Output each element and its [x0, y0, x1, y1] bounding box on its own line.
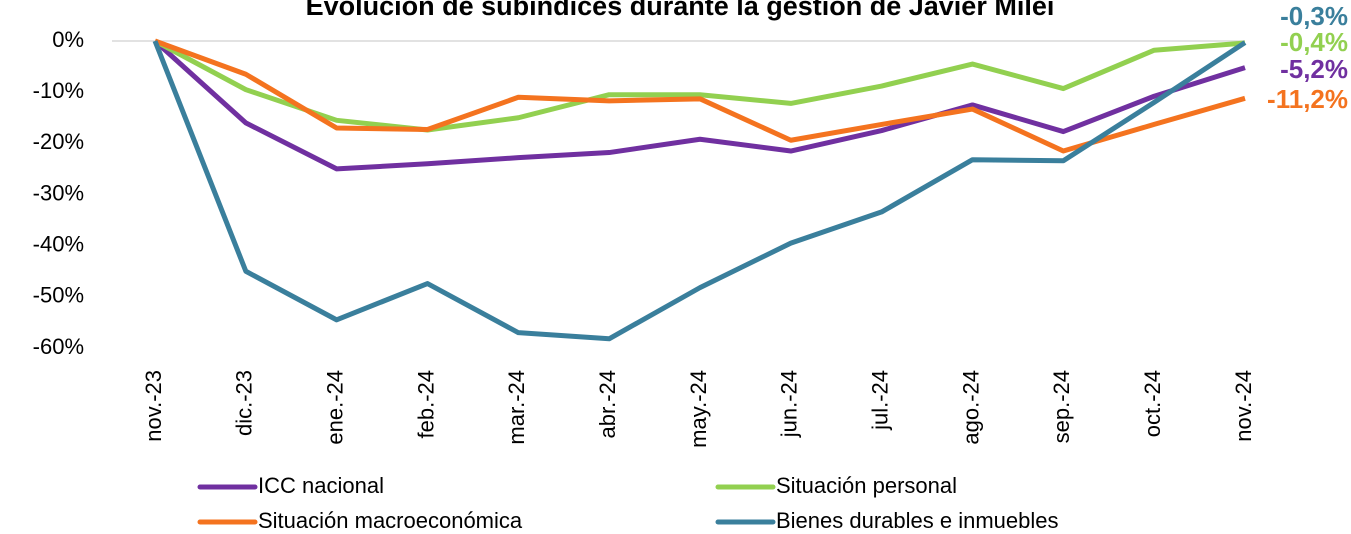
chart-title: Evolución de subíndices durante la gesti… — [306, 0, 1055, 21]
legend-label: Situación personal — [776, 473, 957, 498]
series-line — [152, 40, 1247, 342]
x-tick-label: mar.-24 — [504, 370, 529, 445]
y-tick-label: 0% — [52, 27, 84, 52]
y-tick-label: -30% — [33, 180, 84, 205]
y-tick-label: -50% — [33, 283, 84, 308]
series-line — [153, 39, 1246, 172]
series-line — [154, 38, 1246, 154]
x-tick-label: jul.-24 — [867, 370, 892, 431]
legend-label: Bienes durables e inmuebles — [776, 508, 1059, 533]
y-tick-label: -20% — [33, 129, 84, 154]
x-tick-label: sep.-24 — [1049, 370, 1074, 443]
x-tick-label: abr.-24 — [595, 370, 620, 439]
x-tick-label: jun.-24 — [777, 370, 802, 438]
x-tick-label: ago.-24 — [958, 370, 983, 445]
x-tick-label: nov.-24 — [1231, 370, 1256, 442]
y-tick-label: -10% — [33, 78, 84, 103]
end-label: -0,3% — [1280, 1, 1348, 31]
x-tick-label: may.-24 — [686, 370, 711, 448]
end-label: -0,4% — [1280, 27, 1348, 57]
x-tick-label: feb.-24 — [413, 370, 438, 439]
x-tick-label: ene.-24 — [322, 370, 347, 445]
y-tick-label: -60% — [33, 334, 84, 359]
legend-label: ICC nacional — [258, 473, 384, 498]
series-line — [153, 38, 1246, 133]
y-tick-label: -40% — [33, 231, 84, 256]
x-tick-label: oct.-24 — [1140, 370, 1165, 437]
end-label: -11,2% — [1267, 84, 1348, 114]
end-label: -5,2% — [1280, 54, 1348, 84]
legend-label: Situación macroeconómica — [258, 508, 523, 533]
x-tick-label: nov.-23 — [141, 370, 166, 442]
x-tick-label: dic.-23 — [232, 370, 257, 436]
